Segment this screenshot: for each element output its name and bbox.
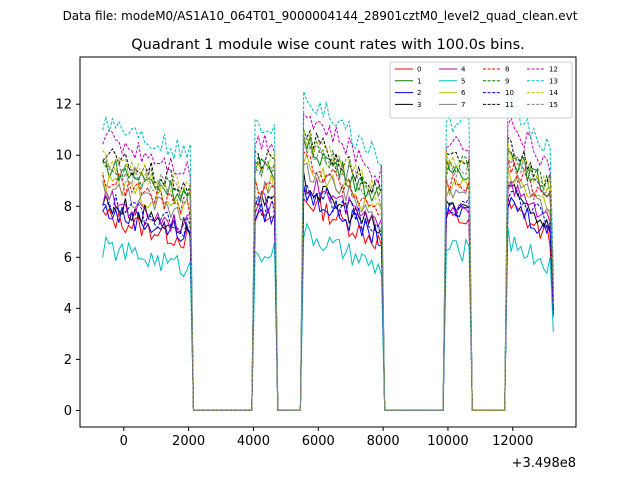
figure-suptitle: Data file: modeM0/AS1A10_064T01_90000041… [63,9,578,23]
series-1-line [102,136,554,411]
series-2-line [102,184,554,411]
series-10-line [102,182,554,411]
y-axis: 0 2 4 6 8 10 12 [55,98,80,419]
x-tick-label: 10000 [427,434,468,449]
series-5-line [102,222,554,411]
series-14-line [102,131,554,411]
legend-label: 9 [505,77,509,85]
x-axis: 0 2000 4000 6000 8000 10000 12000 [120,427,533,449]
x-tick-label: 4000 [237,434,270,449]
legend-label: 5 [461,77,465,85]
x-tick-label: 0 [120,434,128,449]
y-tick-label: 8 [64,200,72,215]
legend-label: 7 [461,101,465,109]
plot-area [102,91,554,411]
x-axis-offset-label: +3.498e8 [512,456,576,471]
y-tick-label: 6 [64,251,72,266]
legend-label: 15 [549,101,558,109]
series-11-line [102,129,554,411]
x-tick-label: 12000 [492,434,533,449]
series-15-line [102,133,554,411]
series-13-line [102,91,554,411]
legend-label: 3 [417,101,421,109]
y-tick-label: 0 [64,404,72,419]
y-tick-label: 10 [55,149,72,164]
legend-label: 11 [505,101,514,109]
legend-label: 1 [417,77,421,85]
series-3-line [102,171,554,411]
x-tick-label: 2000 [172,434,205,449]
legend-label: 8 [505,66,509,74]
series-9-line [102,129,554,411]
legend-label: 14 [549,89,558,97]
legend-label: 13 [549,77,558,85]
x-tick-label: 8000 [367,434,400,449]
y-tick-label: 12 [55,98,72,113]
y-tick-label: 4 [64,302,72,317]
legend-label: 10 [505,89,514,97]
series-7-line [102,162,554,411]
legend-label: 4 [461,66,466,74]
y-tick-label: 2 [64,353,72,368]
legend-frame [389,61,573,119]
series-8-line [102,150,554,411]
x-tick-label: 6000 [302,434,335,449]
chart-title: Quadrant 1 module wise count rates with … [131,37,525,53]
legend-label: 0 [417,66,421,74]
legend-label: 12 [549,66,558,74]
legend-label: 6 [461,89,466,97]
legend-label: 2 [417,89,421,97]
axes-frame [79,56,577,428]
